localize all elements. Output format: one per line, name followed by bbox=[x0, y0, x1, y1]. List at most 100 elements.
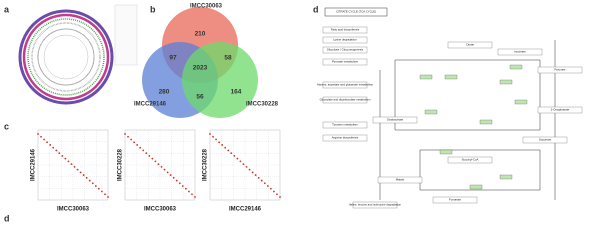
panel-label: c bbox=[4, 121, 9, 131]
pathway-node-box bbox=[372, 116, 418, 124]
dotplot-dot bbox=[163, 168, 166, 171]
pathway-map bbox=[324, 7, 556, 200]
pathway-node: Arginine biosynthesis bbox=[332, 136, 359, 140]
panel-label: a bbox=[4, 4, 10, 14]
pathway-node-box bbox=[447, 156, 493, 164]
panel-label: d bbox=[313, 4, 319, 14]
dotplot-dot bbox=[221, 144, 224, 146]
pathway-title: CITRATE CYCLE (TCA CYCLE) bbox=[336, 10, 376, 14]
dotplot-dot bbox=[91, 182, 94, 185]
pathway-node: Malate bbox=[396, 178, 405, 182]
dotplot-dot bbox=[136, 144, 139, 146]
dotplot-dot bbox=[40, 135, 42, 138]
pathway-node: 2-Oxoglutarate bbox=[551, 108, 570, 112]
dotplot-dot bbox=[276, 193, 278, 196]
dotplot-dot bbox=[142, 149, 145, 152]
dotplot-dot bbox=[169, 174, 172, 176]
dotplot-dot bbox=[94, 185, 97, 187]
dotplot-dot bbox=[151, 157, 154, 160]
pathway-node-box bbox=[522, 136, 568, 144]
dotplot-dot bbox=[73, 165, 76, 168]
dotplot-dot bbox=[104, 193, 106, 196]
dotplot-dot bbox=[218, 141, 221, 144]
dotplot-dot bbox=[55, 149, 58, 152]
dotplot-dot bbox=[37, 133, 39, 135]
enzyme-box bbox=[439, 149, 453, 155]
venn-count: 210 bbox=[195, 31, 206, 38]
enzyme-box bbox=[514, 99, 528, 105]
dotplot-dot bbox=[188, 190, 190, 193]
dotplot-dot bbox=[101, 190, 103, 193]
dotplot-dot bbox=[61, 155, 64, 157]
pathway-node-box bbox=[537, 106, 583, 114]
dotplot-dot bbox=[154, 160, 157, 163]
dotplot-dot bbox=[269, 187, 272, 190]
venn-set-label: IMCC29146 bbox=[134, 102, 167, 108]
dotplot-dot bbox=[79, 171, 82, 174]
dotplot-dot bbox=[273, 190, 275, 193]
pathway-node-box bbox=[322, 96, 368, 104]
dotplot-dot bbox=[191, 193, 193, 196]
ring bbox=[43, 34, 89, 80]
dotplot-dot bbox=[160, 165, 163, 168]
enzyme-box bbox=[499, 79, 513, 85]
pathway-node-box bbox=[497, 48, 543, 56]
dotplot-dot bbox=[230, 152, 233, 155]
pathway-node: Fumarate bbox=[449, 198, 461, 202]
venn-count: 280 bbox=[159, 89, 170, 96]
dotplot-dot bbox=[49, 144, 52, 146]
dotplot-dot bbox=[46, 141, 49, 144]
dotplot-dot bbox=[64, 157, 67, 160]
dotplot-dot bbox=[224, 146, 227, 149]
dotplot-dot bbox=[43, 138, 45, 141]
dotplot-dot bbox=[260, 179, 263, 182]
legend-box bbox=[114, 4, 138, 66]
pathway-node-box bbox=[322, 26, 368, 34]
venn-count: 2023 bbox=[193, 65, 208, 72]
enzyme-box bbox=[419, 74, 433, 80]
figure: a b c d d IMCC30063 IMCC29146 IMCC30228 210 97 58 2… bbox=[4, 4, 583, 223]
dotplot-dot bbox=[130, 138, 132, 141]
venn-set-label: IMCC30063 bbox=[190, 4, 223, 10]
dotplot-dot bbox=[175, 179, 178, 182]
dotplot-dot bbox=[124, 133, 126, 135]
pathway-node: Glycolysis / Gluconeogenesis bbox=[327, 48, 364, 52]
dotplot-dot bbox=[209, 133, 211, 135]
pathway-node: Oxaloacetate bbox=[387, 118, 404, 122]
dotplot-dot bbox=[172, 176, 175, 179]
dotplot-y-label: IMCC30228 bbox=[203, 148, 209, 181]
dotplot-dot bbox=[139, 146, 142, 149]
pathway-node-box bbox=[537, 66, 583, 74]
pathway-node: Lysine degradation bbox=[333, 38, 357, 42]
dotplot-dot bbox=[279, 196, 281, 198]
pathway-node: Tyrosine metabolism bbox=[332, 123, 358, 127]
venn-set bbox=[182, 42, 258, 118]
dotplot-dot bbox=[227, 149, 230, 152]
dotplot-x-label: IMCC30063 bbox=[144, 207, 177, 213]
dotplot-dot bbox=[58, 152, 61, 155]
venn-count: 164 bbox=[231, 89, 242, 96]
dotplot-dot bbox=[251, 171, 254, 174]
pathway-node-box bbox=[432, 196, 478, 204]
enzyme-box bbox=[444, 74, 458, 80]
dotplot-dot bbox=[145, 152, 148, 155]
dotplot-dot bbox=[52, 146, 55, 149]
dotplot-dot bbox=[157, 163, 160, 166]
dotplot-dot bbox=[166, 171, 169, 174]
dotplot-dot bbox=[266, 185, 269, 187]
dotplot-dot bbox=[239, 160, 242, 163]
dotplot-x-label: IMCC29146 bbox=[229, 207, 262, 213]
panel-label: d bbox=[4, 213, 10, 223]
dotplot-dot bbox=[257, 176, 260, 179]
venn-count: 97 bbox=[169, 55, 177, 62]
pathway-node: Glyoxylate and dicarboxylate metabolism bbox=[320, 98, 372, 102]
dotplot-dot bbox=[215, 138, 217, 141]
pathway-node-box bbox=[322, 81, 368, 89]
pathway-node-box bbox=[352, 201, 398, 209]
dotplot-dot bbox=[248, 168, 251, 171]
dotplot-dot bbox=[133, 141, 136, 144]
dotplot-y-label: IMCC29146 bbox=[31, 148, 37, 181]
ring bbox=[37, 28, 95, 86]
pathway-node-box bbox=[322, 46, 368, 54]
dotplot-dot bbox=[254, 174, 257, 176]
